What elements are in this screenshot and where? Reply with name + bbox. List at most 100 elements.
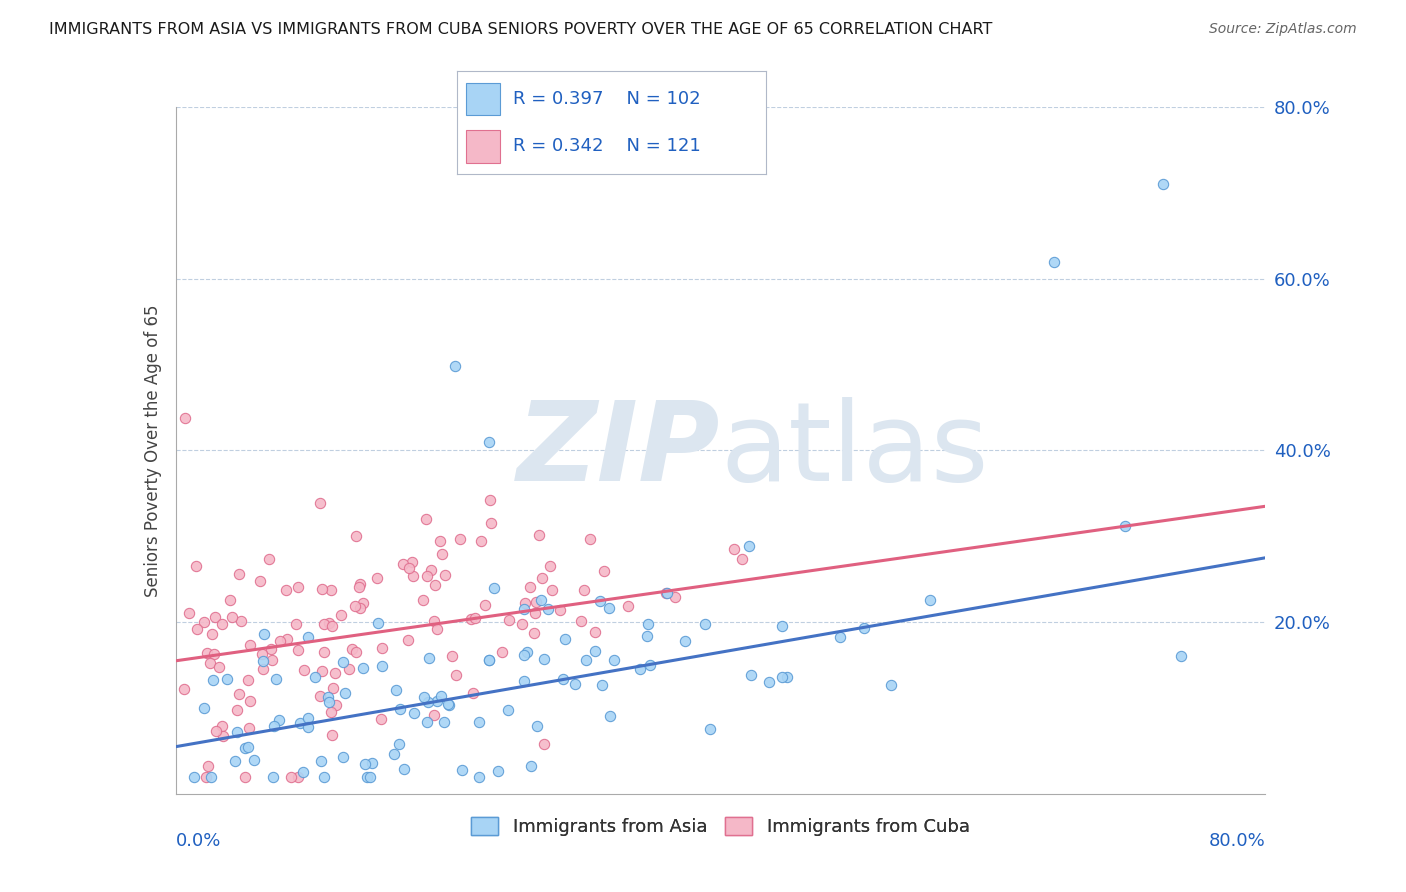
Point bbox=[311, 664, 333, 678]
Point bbox=[523, 626, 546, 640]
Point bbox=[173, 681, 195, 696]
Point bbox=[828, 630, 851, 644]
Point bbox=[224, 754, 246, 768]
Point bbox=[519, 580, 541, 594]
Point bbox=[382, 747, 405, 762]
Point bbox=[569, 614, 592, 628]
Point bbox=[332, 655, 354, 669]
Point bbox=[198, 657, 221, 671]
Point bbox=[486, 764, 509, 779]
Point bbox=[593, 564, 616, 578]
Point bbox=[318, 695, 340, 709]
Text: R = 0.342    N = 121: R = 0.342 N = 121 bbox=[513, 137, 700, 155]
Point bbox=[628, 662, 651, 676]
Point bbox=[416, 714, 439, 729]
Point bbox=[537, 602, 560, 616]
Point bbox=[853, 621, 876, 635]
Point bbox=[1043, 254, 1066, 268]
Point bbox=[478, 435, 501, 450]
Text: atlas: atlas bbox=[721, 397, 988, 504]
Point bbox=[918, 592, 941, 607]
Point bbox=[371, 641, 394, 656]
Y-axis label: Seniors Poverty Over the Age of 65: Seniors Poverty Over the Age of 65 bbox=[143, 304, 162, 597]
Point bbox=[228, 567, 250, 582]
Point bbox=[260, 653, 283, 667]
Point bbox=[416, 568, 439, 582]
Point bbox=[184, 559, 207, 574]
Point bbox=[356, 770, 378, 784]
Point bbox=[208, 659, 231, 673]
Point bbox=[418, 651, 440, 665]
Point bbox=[342, 642, 364, 657]
Point bbox=[461, 686, 484, 700]
Point bbox=[260, 641, 283, 656]
Point bbox=[530, 571, 553, 585]
Point bbox=[460, 612, 482, 626]
Point bbox=[394, 762, 416, 776]
Point bbox=[603, 653, 626, 667]
Point bbox=[252, 662, 274, 676]
Point bbox=[730, 552, 752, 566]
Point bbox=[287, 642, 309, 657]
Point bbox=[579, 532, 602, 546]
Point bbox=[589, 594, 612, 608]
Point bbox=[433, 715, 456, 730]
Point bbox=[292, 764, 315, 779]
Point bbox=[370, 712, 392, 726]
Point bbox=[173, 410, 195, 425]
Point bbox=[217, 673, 239, 687]
Point bbox=[391, 557, 413, 571]
Text: 80.0%: 80.0% bbox=[1209, 831, 1265, 850]
Point bbox=[470, 533, 492, 548]
Point bbox=[349, 577, 371, 591]
Point bbox=[274, 583, 297, 598]
Point bbox=[776, 670, 799, 684]
Legend: Immigrants from Asia, Immigrants from Cuba: Immigrants from Asia, Immigrants from Cu… bbox=[464, 809, 977, 843]
Point bbox=[450, 763, 472, 777]
Point bbox=[280, 770, 302, 784]
Point bbox=[1114, 519, 1136, 533]
Point bbox=[204, 609, 226, 624]
Point bbox=[344, 529, 367, 543]
Point bbox=[449, 532, 471, 546]
Point bbox=[285, 616, 308, 631]
Point bbox=[319, 705, 342, 719]
Point bbox=[366, 570, 388, 584]
Point bbox=[361, 756, 384, 770]
Point bbox=[269, 634, 291, 648]
Point bbox=[233, 770, 256, 784]
Point bbox=[385, 682, 408, 697]
Point bbox=[498, 613, 520, 627]
Point bbox=[312, 645, 335, 659]
Point bbox=[236, 739, 259, 754]
Point bbox=[238, 673, 260, 688]
Point bbox=[388, 737, 411, 751]
Point bbox=[412, 690, 434, 704]
Point bbox=[287, 770, 309, 784]
Point bbox=[723, 542, 745, 557]
Point bbox=[637, 616, 659, 631]
Point bbox=[194, 770, 217, 784]
Point bbox=[478, 493, 501, 508]
Point bbox=[314, 617, 336, 632]
Point bbox=[1152, 178, 1174, 192]
Point bbox=[297, 630, 319, 644]
Point bbox=[249, 574, 271, 589]
Point bbox=[288, 715, 311, 730]
Point bbox=[758, 675, 780, 690]
Text: IMMIGRANTS FROM ASIA VS IMMIGRANTS FROM CUBA SENIORS POVERTY OVER THE AGE OF 65 : IMMIGRANTS FROM ASIA VS IMMIGRANTS FROM … bbox=[49, 22, 993, 37]
Point bbox=[367, 615, 389, 630]
Point bbox=[572, 583, 595, 598]
Point bbox=[434, 567, 457, 582]
Point bbox=[319, 583, 342, 598]
Point bbox=[440, 648, 463, 663]
Point bbox=[419, 563, 441, 577]
Point bbox=[439, 698, 461, 712]
Point bbox=[770, 619, 793, 633]
Point bbox=[276, 632, 298, 647]
Point bbox=[429, 689, 451, 703]
Point bbox=[218, 593, 240, 607]
Point bbox=[347, 580, 370, 594]
Point bbox=[541, 582, 564, 597]
Text: Source: ZipAtlas.com: Source: ZipAtlas.com bbox=[1209, 22, 1357, 37]
